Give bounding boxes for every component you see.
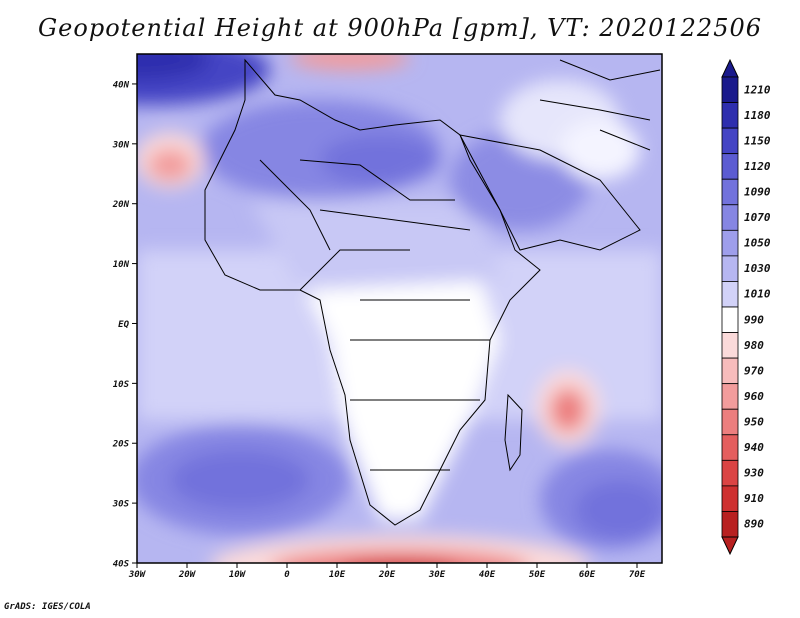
colorbar-swatch [721, 255, 739, 282]
colorbar-label: 960 [744, 390, 764, 403]
colorbar-swatch [721, 281, 739, 308]
colorbar-swatch [721, 383, 739, 410]
colorbar-swatch [721, 459, 739, 487]
colorbar-label: 990 [744, 313, 764, 326]
lon-label: 60E [579, 570, 596, 580]
colorbar-label: 1180 [744, 109, 771, 122]
colorbar-label: 1210 [744, 83, 771, 96]
colorbar-swatch [721, 102, 739, 129]
colorbar-label: 1030 [744, 262, 771, 275]
colorbar-top-arrow [721, 58, 739, 78]
colorbar-swatch [721, 485, 739, 512]
colorbar-label: 910 [744, 492, 764, 505]
lat-label: 20N [112, 200, 130, 210]
lat-label: 10S [113, 380, 130, 390]
colorbar-swatch [721, 76, 739, 103]
colorbar-swatch [721, 306, 739, 333]
lon-label: 0 [284, 570, 290, 580]
map-title: Geopotential Height at 900hPa [gpm], VT:… [38, 14, 762, 42]
lat-label: 20S [112, 440, 130, 450]
colorbar-label: 1120 [744, 160, 771, 173]
lat-label: EQ [118, 320, 129, 330]
colorbar-label: 970 [744, 364, 764, 377]
lon-label: 20W [178, 570, 197, 580]
colorbar-swatch [721, 127, 739, 155]
colorbar-label: 930 [744, 467, 764, 480]
colorbar-swatch [721, 408, 739, 436]
lon-label: 20E [378, 570, 396, 580]
lon-label: 50E [529, 570, 546, 580]
colorbar-swatch [721, 204, 739, 231]
lon-label: 70E [629, 570, 646, 580]
colorbar-label: 1090 [744, 186, 771, 199]
colorbar-label: 940 [744, 441, 764, 454]
height-field [137, 54, 662, 563]
lon-label: 30E [428, 570, 446, 580]
colorbar-swatch [721, 511, 739, 538]
colorbar-label: 1010 [744, 288, 771, 301]
colorbar-swatch [721, 229, 739, 257]
lon-label: 10W [229, 570, 247, 580]
lat-label: 40N [113, 80, 130, 90]
colorbar-swatch [721, 178, 739, 206]
colorbar-label: 1070 [744, 211, 771, 224]
lat-label: 30N [112, 140, 130, 150]
grads-credit: GrADS: IGES/COLA [4, 602, 91, 612]
colorbar-swatch [721, 357, 739, 385]
colorbar-label: 890 [744, 518, 764, 531]
colorbar-swatch [721, 332, 739, 359]
lon-label: 30W [128, 570, 147, 580]
colorbar-swatch [721, 434, 739, 461]
lat-label: 10N [113, 260, 130, 270]
colorbar-bottom-arrow [721, 536, 739, 556]
lon-label: 10E [329, 570, 346, 580]
coastlines [204, 58, 661, 526]
colorbar-label: 1050 [744, 237, 771, 250]
colorbar-label: 980 [744, 339, 764, 352]
lon-label: 40E [479, 570, 496, 580]
colorbar-swatch [721, 153, 739, 180]
lat-label: 30S [112, 500, 130, 510]
colorbar-label: 1150 [744, 134, 771, 147]
lat-label: 40S [113, 560, 130, 570]
colorbar-label: 950 [744, 416, 764, 429]
plot-frame [136, 53, 663, 564]
colorbar: 1210 1180 1150 1120 1090 1070 1050 1030 1010 990 9… [721, 58, 771, 556]
